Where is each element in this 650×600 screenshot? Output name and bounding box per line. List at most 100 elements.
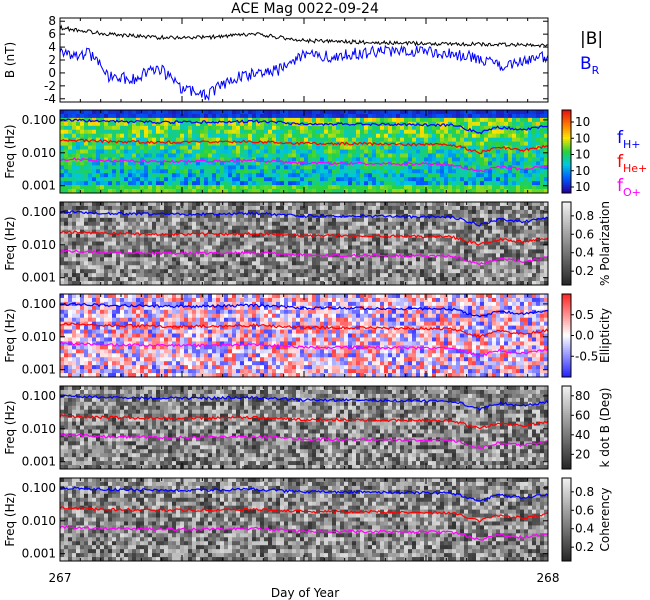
heatmap-cell	[72, 241, 77, 246]
heatmap-cell	[384, 245, 389, 250]
heatmap-cell	[228, 165, 233, 170]
heatmap-cell	[176, 177, 181, 182]
heatmap-cell	[128, 225, 133, 231]
heatmap-cell	[284, 241, 289, 246]
heatmap-cell	[268, 245, 273, 250]
heatmap-cell	[352, 233, 357, 238]
heatmap-cell	[452, 133, 457, 139]
heatmap-cell	[88, 113, 93, 119]
heatmap-cell	[332, 241, 337, 246]
heatmap-cell	[184, 241, 189, 246]
heatmap-cell	[380, 281, 385, 286]
heatmap-cell	[260, 117, 265, 123]
heatmap-cell	[60, 129, 65, 135]
heatmap-cell	[380, 261, 385, 266]
heatmap-cell	[88, 153, 93, 158]
heatmap-cell	[300, 229, 305, 235]
heatmap-cell	[328, 281, 333, 286]
heatmap-cell	[144, 213, 149, 219]
heatmap-cell	[124, 125, 129, 131]
heatmap-cell	[452, 241, 457, 246]
heatmap-cell	[328, 149, 333, 154]
heatmap-cell	[324, 281, 329, 286]
heatmap-cell	[296, 165, 301, 170]
heatmap-cell	[188, 185, 193, 190]
heatmap-cell	[452, 125, 457, 131]
heatmap-cell	[244, 233, 249, 238]
heatmap-cell	[240, 205, 245, 211]
heatmap-cell	[340, 249, 345, 254]
heatmap-cell	[300, 269, 305, 274]
heatmap-cell	[332, 169, 337, 174]
heatmap-cell	[292, 205, 297, 211]
heatmap-cell	[432, 249, 437, 254]
heatmap-cell	[468, 177, 473, 182]
heatmap-cell	[380, 189, 385, 194]
heatmap-cell	[124, 217, 129, 223]
heatmap-cell	[72, 113, 77, 119]
heatmap-cell	[316, 209, 321, 215]
heatmap-cell	[364, 129, 369, 135]
heatmap-cell	[324, 221, 329, 227]
heatmap-cell	[324, 273, 329, 278]
heatmap-cell	[364, 177, 369, 182]
heatmap-cell	[436, 149, 441, 154]
heatmap-cell	[100, 177, 105, 182]
heatmap-cell	[136, 117, 141, 123]
heatmap-cell	[324, 133, 329, 139]
heatmap-cell	[440, 237, 445, 242]
heatmap-cell	[148, 233, 153, 238]
heatmap-cell	[400, 217, 405, 223]
heatmap-cell	[404, 133, 409, 139]
heatmap-cell	[148, 249, 153, 254]
heatmap-cell	[140, 257, 145, 262]
heatmap-cell	[92, 225, 97, 231]
heatmap-cell	[144, 277, 149, 282]
heatmap-cell	[344, 141, 349, 146]
heatmap-cell	[236, 181, 241, 186]
heatmap-cell	[192, 121, 197, 127]
heatmap-cell	[448, 133, 453, 139]
heatmap-cell	[412, 137, 417, 143]
heatmap-cell	[284, 169, 289, 174]
heatmap-cell	[440, 273, 445, 278]
heatmap-cell	[216, 161, 221, 166]
heatmap-cell	[240, 229, 245, 235]
heatmap-cell	[284, 233, 289, 238]
heatmap-cell	[464, 129, 469, 135]
heatmap-cell	[288, 237, 293, 242]
heatmap-cell	[264, 221, 269, 227]
heatmap-cell	[544, 125, 549, 131]
heatmap-cell	[244, 133, 249, 139]
heatmap-cell	[316, 173, 321, 178]
heatmap-cell	[120, 213, 125, 219]
heatmap-cell	[188, 205, 193, 211]
heatmap-cell	[372, 125, 377, 131]
heatmap-cell	[112, 177, 117, 182]
heatmap-cell	[384, 113, 389, 119]
heatmap-cell	[292, 181, 297, 186]
heatmap-cell	[460, 233, 465, 238]
heatmap-cell	[264, 137, 269, 143]
heatmap-cell	[492, 173, 497, 178]
heatmap-cell	[348, 129, 353, 135]
heatmap-cell	[264, 229, 269, 235]
heatmap-cell	[72, 213, 77, 219]
heatmap-cell	[188, 133, 193, 139]
heatmap-cell	[208, 225, 213, 231]
heatmap-cell	[64, 173, 69, 178]
heatmap-cell	[328, 269, 333, 274]
heatmap-cell	[80, 141, 85, 146]
heatmap-cell	[88, 261, 93, 266]
heatmap-cell	[96, 149, 101, 154]
heatmap-cell	[416, 249, 421, 254]
heatmap-cell	[376, 181, 381, 186]
heatmap-cell	[512, 129, 517, 135]
heatmap-cell	[76, 121, 81, 127]
heatmap-cell	[296, 177, 301, 182]
heatmap-cell	[476, 273, 481, 278]
heatmap-cell	[256, 269, 261, 274]
heatmap-cell	[260, 213, 265, 219]
heatmap-cell	[544, 177, 549, 182]
heatmap-cell	[396, 273, 401, 278]
